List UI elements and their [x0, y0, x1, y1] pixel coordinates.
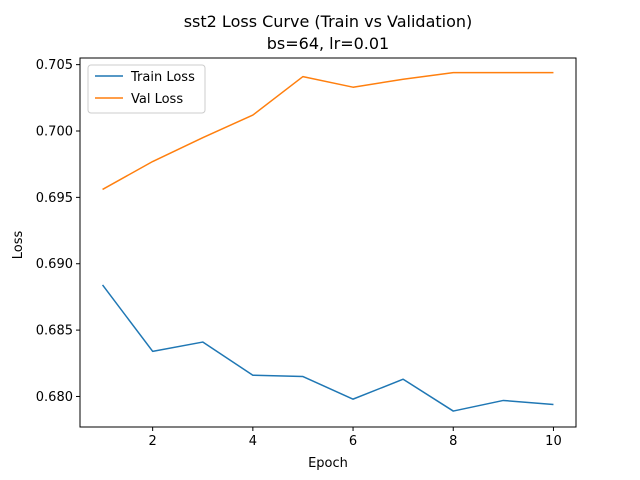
y-tick-label: 0.695	[36, 191, 73, 206]
y-tick-label: 0.690	[36, 257, 73, 272]
legend-label-train-loss: Train Loss	[130, 70, 195, 85]
x-tick-label: 6	[349, 434, 357, 449]
series-line-val-loss	[102, 71, 554, 191]
chart-subtitle: bs=64, lr=0.01	[267, 34, 389, 53]
legend-label-val-loss: Val Loss	[131, 92, 183, 107]
x-tick-label: 8	[449, 434, 457, 449]
x-axis-label: Epoch	[308, 456, 348, 471]
plot-area: 2 4 6 8 10 0.680 0.685 0.690 0.695 0.700 0.705	[36, 57, 577, 449]
x-tick-label: 10	[545, 434, 562, 449]
chart-title: sst2 Loss Curve (Train vs Validation)	[184, 12, 473, 31]
y-axis-label: Loss	[11, 231, 26, 260]
axes-frame	[79, 57, 577, 428]
y-tick-label: 0.700	[36, 125, 73, 140]
y-tick-label: 0.685	[36, 324, 73, 339]
x-tick-label: 4	[249, 434, 257, 449]
legend-box	[87, 64, 206, 114]
y-tick-label: 0.680	[36, 390, 73, 405]
y-tick-label: 0.705	[36, 58, 73, 73]
x-tick-label: 2	[149, 434, 157, 449]
legend: Train Loss Val Loss	[87, 64, 206, 114]
series-line-train-loss	[101, 284, 554, 412]
